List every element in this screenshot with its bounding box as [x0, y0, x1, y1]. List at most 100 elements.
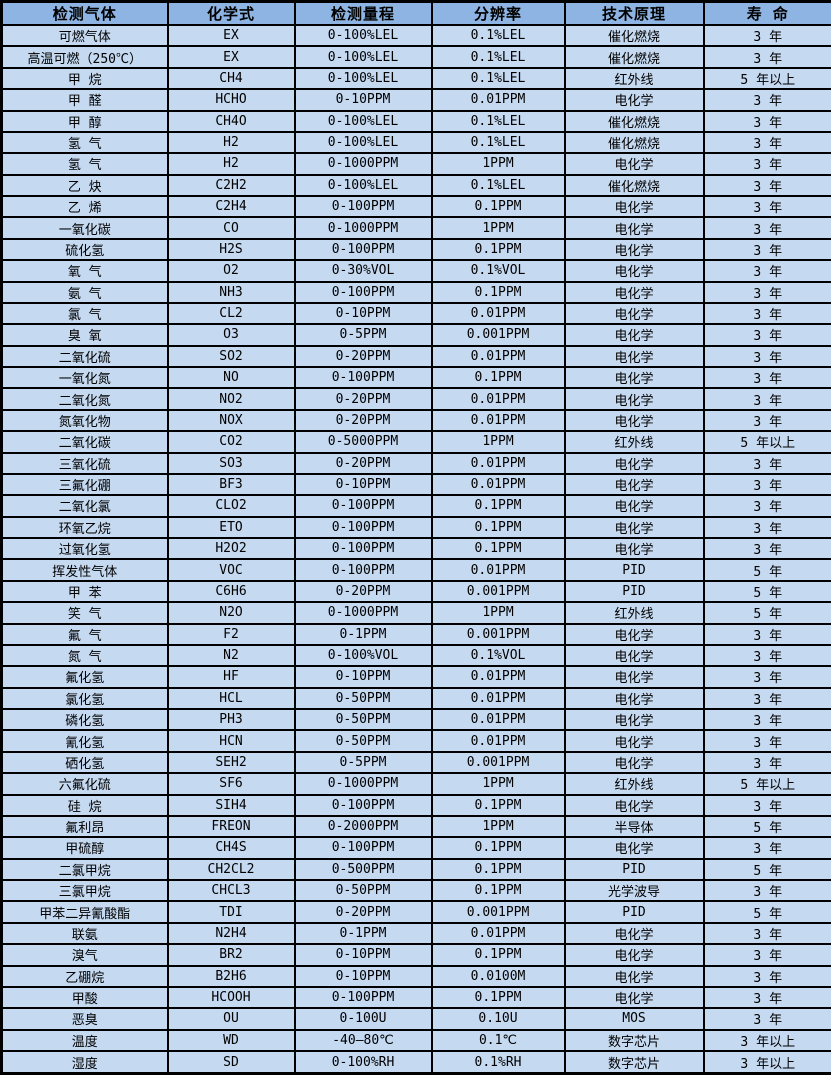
table-cell: C2H2 [166, 173, 296, 198]
table-cell: 3 年 [702, 301, 831, 326]
table-cell: 电化学 [563, 472, 705, 497]
table-cell: SD [166, 1050, 296, 1075]
table-cell: 0.001PPM [430, 622, 566, 646]
table-cell: 电化学 [563, 280, 705, 304]
table-cell: 0-50PPM [293, 707, 433, 732]
table-cell: WD [166, 1028, 296, 1053]
table-cell: 电化学 [563, 494, 705, 518]
table-row: 二氧化氯 CLO2 0-100PPM 0.1PPM 电化学 3 年 [0, 494, 831, 518]
table-row: 臭 氧 O3 0-5PPM 0.001PPM 电化学 3 年 [0, 323, 831, 347]
table-cell: 温度 [0, 1028, 169, 1053]
table-cell: 0.1%LEL [430, 173, 566, 198]
table-cell: 甲 苯 [0, 579, 169, 604]
table-cell: 0.01PPM [430, 88, 566, 112]
table-cell: 3 年 [702, 408, 831, 433]
table-cell: 数字芯片 [563, 1050, 705, 1075]
table-cell: 0.001PPM [430, 900, 566, 924]
table-cell: 氟 气 [0, 622, 169, 646]
table-cell: N2H4 [166, 921, 296, 946]
table-cell: 3 年 [702, 707, 831, 732]
table-cell: BF3 [166, 472, 296, 497]
table-cell: 5 年 [702, 857, 831, 882]
table-cell: CH4 [166, 66, 296, 91]
table-cell: 电化学 [563, 793, 705, 817]
table-cell: PID [563, 857, 705, 882]
column-header-resolution: 分辨率 [430, 0, 566, 26]
table-cell: 3 年 [702, 194, 831, 219]
table-cell: PID [563, 558, 705, 582]
table-cell: 0.1%LEL [430, 130, 566, 155]
table-row: 乙 烯 C2H4 0-100PPM 0.1PPM 电化学 3 年 [0, 194, 831, 219]
table-cell: 0.01PPM [430, 921, 566, 946]
table-cell: 挥发性气体 [0, 558, 169, 582]
table-cell: 笑 气 [0, 601, 169, 625]
table-cell: 三氯甲烷 [0, 878, 169, 903]
table-cell: 甲酸 [0, 985, 169, 1010]
table-cell: 0-5PPM [293, 750, 433, 775]
table-cell: VOC [166, 558, 296, 582]
table-row: 乙 炔 C2H2 0-100%LEL 0.1%LEL 催化燃烧 3 年 [0, 173, 831, 198]
table-cell: CH4S [166, 836, 296, 860]
table-cell: H2O2 [166, 536, 296, 561]
table-row: 氢 气 H2 0-100%LEL 0.1%LEL 催化燃烧 3 年 [0, 130, 831, 155]
table-cell: 0-50PPM [293, 729, 433, 753]
table-cell: 0.01PPM [430, 301, 566, 326]
table-cell: 电化学 [563, 451, 705, 475]
table-row: 三氧化硫 SO3 0-20PPM 0.01PPM 电化学 3 年 [0, 451, 831, 475]
table-cell: PH3 [166, 707, 296, 732]
table-cell: 0.1PPM [430, 857, 566, 882]
table-cell: 3 年 [702, 237, 831, 262]
table-cell: 0.001PPM [430, 750, 566, 775]
table-row: 硅 烷 SIH4 0-100PPM 0.1PPM 电化学 3 年 [0, 793, 831, 817]
table-cell: SF6 [166, 772, 296, 796]
table-cell: 溴气 [0, 943, 169, 967]
header-row: 检测气体 化学式 检测量程 分辨率 技术原理 寿 命 [0, 0, 831, 26]
table-row: 恶臭 OU 0-100U 0.10U MOS 3 年 [0, 1007, 831, 1031]
table-cell: 3 年以上 [702, 1050, 831, 1075]
table-cell: 红外线 [563, 66, 705, 91]
table-cell: 0-50PPM [293, 878, 433, 903]
table-row: 氟化氢 HF 0-10PPM 0.01PPM 电化学 3 年 [0, 665, 831, 689]
table-cell: PID [563, 900, 705, 924]
table-cell: 0.1PPM [430, 280, 566, 304]
table-cell: 0.1PPM [430, 515, 566, 540]
table-cell: 0-100PPM [293, 793, 433, 817]
table-cell: 氮 气 [0, 643, 169, 668]
table-cell: CL2 [166, 301, 296, 326]
table-cell: 0.1PPM [430, 793, 566, 817]
table-cell: 电化学 [563, 365, 705, 390]
table-cell: 电化学 [563, 686, 705, 711]
table-cell: 0-100PPM [293, 536, 433, 561]
table-row: 氯化氢 HCL 0-50PPM 0.01PPM 电化学 3 年 [0, 686, 831, 711]
table-row: 氯 气 CL2 0-10PPM 0.01PPM 电化学 3 年 [0, 301, 831, 326]
table-cell: CO [166, 216, 296, 240]
table-cell: 3 年 [702, 344, 831, 369]
table-cell: 0-10PPM [293, 88, 433, 112]
table-cell: 0-10PPM [293, 943, 433, 967]
table-cell: 0-100PPM [293, 237, 433, 262]
table-cell: 甲 烷 [0, 66, 169, 91]
table-cell: 氰化氢 [0, 729, 169, 753]
table-cell: 0-100PPM [293, 836, 433, 860]
table-cell: 3 年 [702, 365, 831, 390]
table-cell: 氟利昂 [0, 814, 169, 839]
table-cell: 0-1PPM [293, 921, 433, 946]
table-cell: 联氨 [0, 921, 169, 946]
table-cell: 3 年 [702, 1007, 831, 1031]
table-cell: 0.1PPM [430, 237, 566, 262]
table-cell: SEH2 [166, 750, 296, 775]
table-cell: 电化学 [563, 750, 705, 775]
table-cell: 5 年 [702, 814, 831, 839]
table-cell: 3 年 [702, 109, 831, 133]
table-cell: 电化学 [563, 943, 705, 967]
table-row: 氢 气 H2 0-1000PPM 1PPM 电化学 3 年 [0, 152, 831, 176]
table-cell: 光学波导 [563, 878, 705, 903]
table-cell: 0.1℃ [430, 1028, 566, 1053]
table-cell: 0.1%LEL [430, 109, 566, 133]
table-cell: 3 年 [702, 793, 831, 817]
table-row: 氮氧化物 NOX 0-20PPM 0.01PPM 电化学 3 年 [0, 408, 831, 433]
table-cell: 0-100PPM [293, 280, 433, 304]
table-row: 一氧化氮 NO 0-100PPM 0.1PPM 电化学 3 年 [0, 365, 831, 390]
table-row: 硫化氢 H2S 0-100PPM 0.1PPM 电化学 3 年 [0, 237, 831, 262]
table-cell: 0-10PPM [293, 665, 433, 689]
